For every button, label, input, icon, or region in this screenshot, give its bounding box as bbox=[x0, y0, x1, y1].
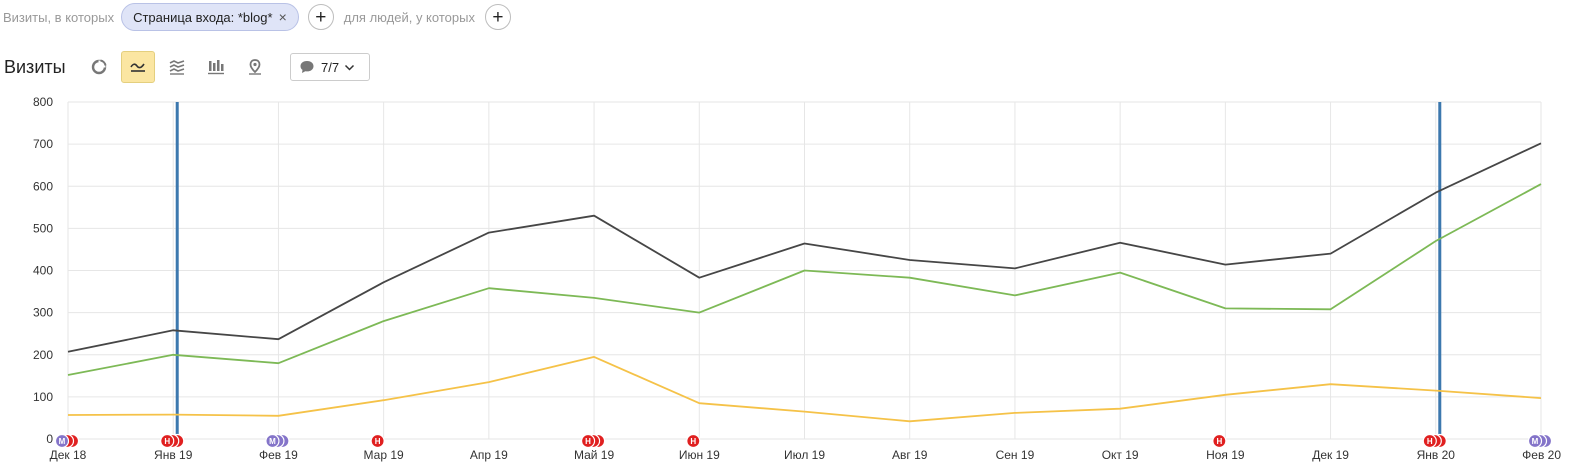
x-tick-label: Янв 19 bbox=[154, 448, 193, 462]
annotation-marker-label: Н bbox=[1216, 437, 1222, 446]
add-visit-condition-button[interactable]: + bbox=[307, 4, 334, 30]
x-tick-label: Фев 20 bbox=[1522, 448, 1561, 462]
comment-icon bbox=[300, 61, 314, 73]
y-tick-label: 100 bbox=[33, 390, 53, 404]
x-tick-label: Мар 19 bbox=[364, 448, 404, 462]
people-condition-label: для людей, у которых bbox=[343, 9, 475, 25]
notes-dropdown[interactable]: 7/7 bbox=[290, 53, 371, 81]
y-tick-label: 800 bbox=[33, 95, 53, 109]
annotation-marker-label: Н bbox=[375, 437, 381, 446]
x-tick-label: Дек 19 bbox=[1312, 448, 1349, 462]
x-tick-label: Июн 19 bbox=[679, 448, 720, 462]
add-people-condition-button[interactable]: + bbox=[484, 4, 511, 30]
y-tick-label: 700 bbox=[33, 137, 53, 151]
x-tick-label: Фев 19 bbox=[259, 448, 298, 462]
annotation-marker-label: Н bbox=[585, 437, 591, 446]
area-chart-icon bbox=[169, 60, 185, 75]
page-title: Визиты bbox=[4, 56, 66, 77]
line-chart-icon bbox=[130, 63, 145, 72]
pie-chart-icon bbox=[91, 59, 107, 75]
x-tick-label: Дек 18 bbox=[50, 448, 87, 462]
series-line-2 bbox=[67, 183, 1542, 376]
series-line-1 bbox=[67, 142, 1542, 353]
x-tick-label: Июл 19 bbox=[784, 448, 825, 462]
annotation-marker-label: Н bbox=[164, 437, 170, 446]
annotation-marker bbox=[265, 433, 280, 449]
map-icon bbox=[249, 59, 261, 75]
area-chart-button[interactable] bbox=[160, 51, 194, 83]
annotation-marker bbox=[1422, 433, 1437, 449]
y-tick-label: 500 bbox=[33, 221, 53, 235]
visits-line-chart: 0 100 200 300 400 500 600 700 800 Дек 18 Янв 19 Фев… bbox=[33, 95, 1561, 462]
annotation-marker bbox=[1212, 433, 1227, 449]
bar-chart-icon bbox=[208, 60, 224, 75]
y-tick-label: 600 bbox=[33, 179, 53, 193]
x-tick-label: Окт 19 bbox=[1102, 448, 1139, 462]
y-tick-label: 400 bbox=[33, 264, 53, 278]
annotation-marker-label: М bbox=[59, 437, 66, 446]
annotation-marker-label: М bbox=[269, 437, 276, 446]
annotation-marker bbox=[54, 433, 70, 449]
y-tick-label: 300 bbox=[33, 306, 53, 320]
annotation-marker bbox=[1527, 433, 1543, 449]
x-tick-label: Сен 19 bbox=[996, 448, 1035, 462]
y-tick-label: 0 bbox=[46, 432, 53, 446]
filter-chip-label: Страница входа: *blog* bbox=[133, 9, 273, 25]
x-tick-label: Авг 19 bbox=[892, 448, 928, 462]
x-tick-label: Май 19 bbox=[574, 448, 615, 462]
line-chart-button[interactable] bbox=[121, 51, 155, 83]
map-button[interactable] bbox=[238, 51, 272, 83]
annotation-marker-label: Н bbox=[1427, 437, 1433, 446]
entry-page-filter-chip[interactable]: Страница входа: *blog* × bbox=[121, 3, 299, 31]
x-tick-label: Апр 19 bbox=[470, 448, 508, 462]
bar-chart-button[interactable] bbox=[199, 51, 233, 83]
chart-toolbar: Визиты bbox=[0, 50, 371, 84]
x-tick-label: Ноя 19 bbox=[1206, 448, 1245, 462]
x-tick-label: Янв 20 bbox=[1417, 448, 1456, 462]
annotation-marker bbox=[686, 433, 701, 449]
annotation-marker bbox=[580, 433, 596, 449]
chevron-down-icon bbox=[345, 64, 355, 71]
pie-chart-button[interactable] bbox=[82, 51, 116, 83]
notes-count: 7/7 bbox=[321, 59, 340, 75]
filter-row: Визиты, в которых Страница входа: *blog*… bbox=[0, 0, 511, 34]
annotation-marker-label: М bbox=[1532, 437, 1539, 446]
series-line-3 bbox=[67, 355, 1542, 423]
y-tick-label: 200 bbox=[33, 348, 53, 362]
annotation-marker bbox=[370, 433, 385, 449]
close-icon[interactable]: × bbox=[278, 9, 287, 25]
visits-condition-label: Визиты, в которых bbox=[3, 9, 115, 25]
annotation-marker bbox=[160, 433, 175, 449]
annotation-marker-label: Н bbox=[690, 437, 696, 446]
